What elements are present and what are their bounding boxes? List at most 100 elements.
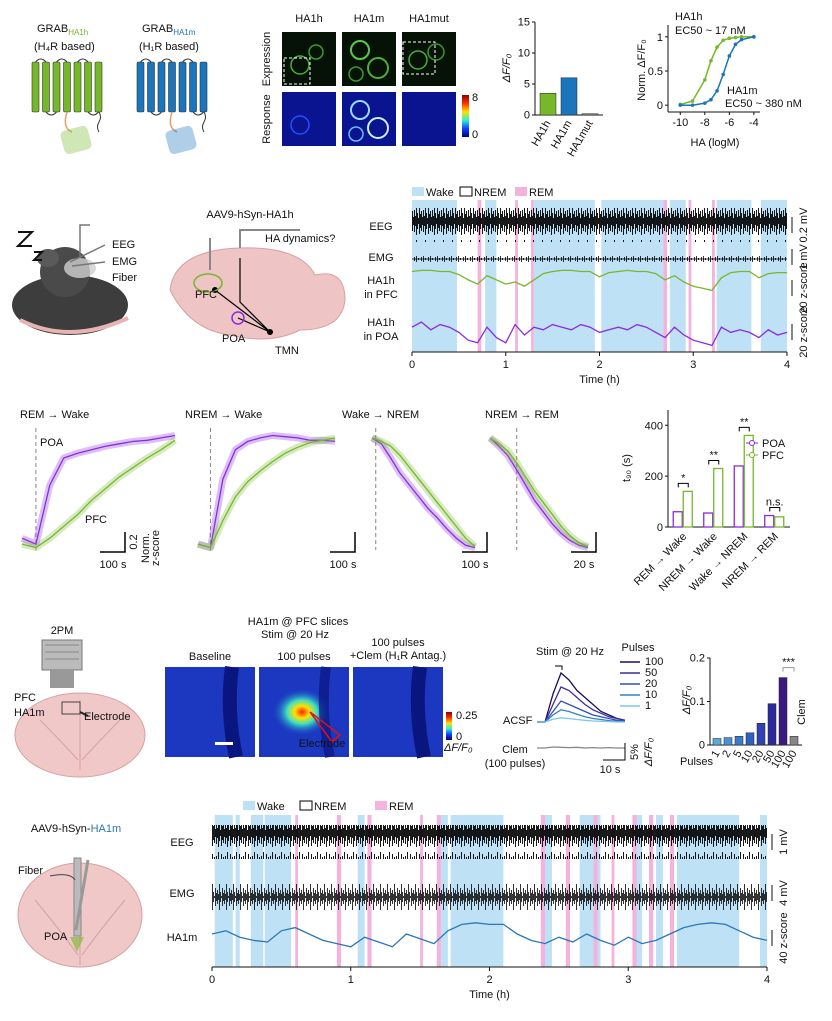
helix [63,61,71,113]
helix [157,61,166,113]
series-label: HA1h [675,11,703,23]
cartoon-label: Fiber [112,272,137,284]
series-label: HA1m [727,85,758,97]
sensor-tag: HA1h [68,28,88,37]
loop [45,111,57,116]
dose-curve [680,36,754,106]
scale-label: 20 z-score [798,262,810,313]
clem-trace [537,746,625,749]
y-tick-label: 5 [524,79,530,91]
y-tick-label: 0 [699,740,705,752]
bar [682,490,693,528]
x-axis-label: Time (h) [579,374,620,386]
helix [52,61,61,113]
sensor-label: HA1m [14,707,45,719]
y-axis-label: t₉₀ (s) [621,454,633,482]
x-tick-label: 3 [625,974,631,986]
trace-mean [371,437,476,547]
significance: ** [740,416,749,428]
image-column-label: HA1h [295,13,323,25]
x-tick-label: 10 [739,749,756,766]
helix [147,61,155,113]
scale-bar [100,532,126,553]
bar [560,77,578,116]
bar [539,93,557,116]
image-label: +Clem (H₁R Antag.) [350,650,446,662]
colorbar-title: ΔF/F₀ [443,742,473,754]
cartoon-label: EEG [112,239,135,251]
electrode-label: Electrode [84,711,130,723]
colorbar-label: 8 [472,92,478,104]
panel-title: REM → Wake [20,409,89,421]
x-tick-label: 1 [348,974,354,986]
fiber-pointer [49,874,76,881]
y-axis-label: ΔF/F₀ [643,737,655,767]
bar [778,677,788,746]
y-tick-label: 0.2 [690,653,705,665]
y-tick-label: 0 [657,100,663,112]
scale-x-label: 100 s [330,559,357,571]
receptor-cartoon [136,58,208,155]
dose-point [733,35,738,40]
dose-point [721,38,725,43]
bar [789,736,799,746]
x-axis-label: Time (h) [469,989,510,1001]
panel-title: Wake → NREM [342,409,419,421]
significance: *** [782,657,796,669]
x-tick-label: 2 [596,359,602,371]
colorbar-label: 0 [456,731,462,743]
legend-label: POA [762,438,786,450]
scale-label: 1 mV [798,244,810,270]
scale-x-label: 10 s [600,764,621,776]
significance: n.s. [766,497,784,509]
helix [178,61,187,113]
slice-stim: Stim @ 20 Hz [261,629,329,641]
legend-label: 50 [645,667,657,679]
legend-label: NREM [474,187,506,199]
rem-band [531,200,534,352]
pulse-trace [537,671,626,723]
region-label: PFC [195,289,217,301]
vector-label: AAV9-hSyn-HA1m [31,823,121,835]
dose-point [678,103,683,107]
bar [713,467,724,528]
pulse-trace [537,700,626,723]
condition-label: (100 pulses) [485,758,546,770]
scale-y-title: Norm. [140,533,152,563]
helix [136,61,145,113]
trace-mean [197,437,336,549]
dose-curve [680,36,755,106]
x-tick-label: -6 [724,117,734,129]
image-electrode: Electrode [299,738,345,750]
fiber-label: Fiber [18,865,43,877]
loop [77,58,89,63]
tail [202,111,206,133]
sig-bracket [782,667,795,672]
legend-swatch [515,187,527,196]
vector-prefix: AAV9-hSyn- [31,823,91,835]
mouse-cartoon [12,224,129,335]
trace [411,269,787,292]
panel-title: NREM → Wake [185,409,262,421]
stim-mark [555,665,563,670]
helix [199,61,208,113]
sensor-prefix: GRAB [142,23,173,35]
x-tick-label: 1 [709,749,722,760]
wake-band [485,200,497,352]
image-column-label: HA1m [354,13,385,25]
region-label: TMN [275,345,299,357]
trace-mean [489,437,589,548]
bar [703,512,714,528]
loop [87,111,99,116]
trace-mean [21,439,176,549]
linker [64,111,73,133]
trace-mean [371,437,476,549]
dose-point [703,78,707,82]
dose-point [715,45,719,49]
microscope-label: 2PM [51,625,74,637]
dose-point [703,101,707,105]
x-axis-label: HA (logM) [691,137,740,149]
panel-title: NREM → REM [485,409,559,421]
x-tick-label: 5 [731,749,744,760]
trace-mean [489,437,589,549]
